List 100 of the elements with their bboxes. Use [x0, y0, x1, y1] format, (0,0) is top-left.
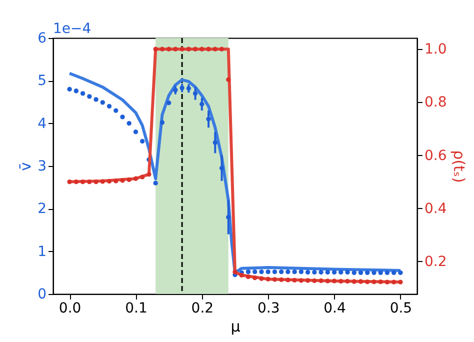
x-tick-label: 0.2	[191, 300, 214, 316]
point	[146, 172, 152, 177]
x-tick-label: 0.4	[324, 300, 346, 316]
point	[292, 278, 297, 283]
y-tick-label: 5	[38, 73, 46, 90]
point	[140, 138, 145, 144]
point	[325, 278, 330, 284]
point	[180, 46, 184, 52]
point	[365, 270, 370, 276]
point	[252, 269, 258, 274]
point	[266, 276, 270, 282]
y-tick-label: 6	[38, 30, 47, 46]
point	[298, 269, 304, 274]
point	[266, 269, 270, 274]
point	[345, 278, 350, 284]
point	[259, 276, 264, 281]
x-tick-label: 0.5	[390, 300, 412, 316]
y-tick-label: 2	[38, 201, 46, 218]
point	[114, 178, 118, 184]
point	[278, 277, 284, 282]
point	[166, 100, 172, 106]
y-tick-label: 0	[38, 286, 46, 302]
y-tick-label: 4	[38, 116, 47, 132]
point	[74, 179, 79, 184]
point	[120, 114, 125, 120]
y-axis-title: v̄	[16, 162, 35, 171]
point	[338, 270, 344, 275]
point	[94, 97, 98, 102]
point	[126, 177, 132, 182]
point	[246, 274, 251, 280]
point	[114, 108, 118, 113]
point	[160, 46, 165, 52]
point	[398, 280, 403, 284]
point	[286, 278, 290, 282]
point	[219, 46, 224, 52]
point	[278, 269, 284, 274]
point	[239, 272, 244, 278]
point	[312, 270, 317, 275]
point	[365, 279, 370, 284]
y-tick-label: 1	[38, 244, 46, 260]
point	[100, 179, 105, 184]
point	[352, 270, 356, 276]
point	[391, 280, 396, 284]
y-tick-label: 3	[38, 158, 46, 174]
point	[87, 94, 92, 99]
point	[384, 280, 390, 284]
point	[87, 179, 92, 184]
point	[67, 179, 72, 184]
point	[305, 270, 310, 275]
point	[140, 174, 145, 180]
point	[153, 180, 158, 186]
point	[226, 77, 231, 82]
point	[384, 270, 390, 276]
point	[192, 46, 198, 52]
x-tick-label: 0.3	[257, 300, 280, 316]
point	[372, 279, 376, 284]
point	[378, 279, 383, 284]
point	[358, 279, 364, 284]
point	[259, 269, 264, 274]
point	[246, 269, 251, 274]
point	[398, 270, 403, 276]
point	[305, 278, 310, 283]
point	[345, 270, 350, 275]
point	[80, 179, 86, 184]
point	[318, 270, 324, 275]
y2-tick-label: 0.8	[424, 94, 447, 111]
point	[325, 270, 330, 275]
point	[312, 278, 317, 284]
point	[332, 278, 337, 284]
point	[286, 269, 290, 274]
point	[272, 277, 278, 282]
point	[391, 270, 396, 276]
point	[166, 46, 172, 52]
point	[352, 279, 356, 284]
point	[67, 86, 72, 92]
y2-tick-label: 0.4	[424, 200, 447, 217]
point	[372, 270, 376, 276]
point	[200, 46, 204, 52]
point	[332, 270, 337, 275]
point	[106, 104, 112, 109]
point	[338, 278, 344, 284]
x-tick-label: 0.0	[58, 300, 82, 316]
text: 1e−4	[53, 21, 92, 37]
point	[252, 275, 258, 280]
point	[153, 46, 158, 52]
point	[74, 88, 79, 94]
point	[318, 278, 324, 284]
point	[106, 178, 112, 184]
point	[120, 178, 125, 183]
point	[160, 120, 165, 125]
point	[232, 270, 238, 274]
x-tick-label: 0.1	[125, 300, 148, 316]
y2-tick-label: 1.0	[424, 42, 447, 58]
y2-tick-label: 0.6	[424, 148, 447, 164]
point	[272, 269, 278, 274]
point	[126, 120, 132, 126]
point	[378, 270, 383, 276]
point	[186, 46, 192, 52]
point	[173, 46, 178, 52]
point	[133, 176, 138, 181]
